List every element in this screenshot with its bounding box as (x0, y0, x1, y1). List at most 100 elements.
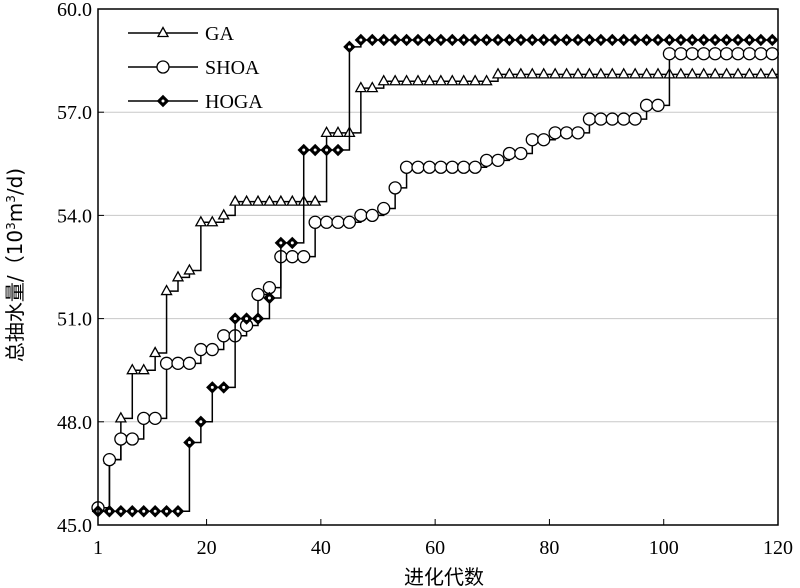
series-line-shoa (98, 52, 778, 509)
data-point-shoa (765, 47, 779, 61)
data-point-hoga-center (222, 385, 226, 389)
data-point-ga (549, 67, 562, 79)
data-point-shoa (559, 126, 574, 140)
data-point-shoa (479, 153, 494, 168)
data-point-hoga-center (416, 38, 420, 42)
data-point-ga (331, 126, 345, 137)
data-point-shoa (617, 112, 631, 126)
legend: GA SHOA HOGA (128, 23, 263, 113)
data-point-ga (354, 81, 367, 93)
series-line-ga (98, 73, 778, 509)
data-point-ga (183, 263, 196, 275)
data-point-shoa (114, 432, 128, 446)
series-ga (91, 67, 779, 512)
data-point-hoga-center (759, 38, 763, 42)
y-tick-label: 60.0 (57, 0, 92, 21)
y-axis-title-main: 总抽水量/（10 (3, 230, 27, 362)
data-point-ga (194, 215, 207, 227)
data-point-ga (606, 67, 619, 79)
data-point-hoga-center (107, 509, 111, 513)
data-point-ga (457, 74, 470, 86)
data-point-ga (400, 74, 413, 86)
data-point-shoa (388, 181, 402, 195)
data-point-hoga-center (370, 38, 374, 42)
data-point-ga (434, 74, 447, 86)
data-point-ga (731, 67, 745, 79)
data-point-hoga-center (210, 385, 214, 389)
data-point-shoa (639, 98, 654, 112)
data-point-shoa (468, 160, 482, 174)
data-point-hoga-center (576, 38, 580, 42)
data-point-shoa (491, 153, 505, 168)
data-point-ga (366, 81, 379, 93)
data-point-ga (160, 284, 173, 296)
data-point-ga (571, 67, 585, 79)
data-point-shoa (708, 47, 722, 61)
data-point-ga (651, 67, 665, 79)
data-point-ga (274, 194, 287, 206)
data-point-hoga-center (519, 38, 523, 42)
data-point-ga (503, 67, 516, 79)
data-point-hoga-center (542, 38, 546, 42)
data-point-shoa (605, 112, 619, 126)
data-point-ga (149, 346, 162, 358)
data-point-ga (537, 67, 550, 79)
data-point-hoga-center (267, 296, 271, 300)
data-point-shoa (171, 356, 185, 370)
data-point-ga (206, 215, 219, 227)
y-axis-title-sup1: 3 (4, 222, 18, 230)
data-point-ga (286, 194, 299, 206)
data-point-shoa (514, 146, 528, 161)
data-point-ga (491, 67, 505, 79)
data-point-ga (480, 74, 493, 86)
data-point-shoa (217, 329, 231, 343)
data-point-shoa (319, 215, 334, 229)
data-point-hoga-center (587, 38, 591, 42)
data-point-hoga-center (473, 38, 477, 42)
data-point-hoga-center (679, 38, 683, 42)
data-point-hoga-center (176, 509, 180, 513)
data-point-shoa (331, 215, 345, 229)
data-point-shoa (411, 160, 425, 174)
data-point-ga (583, 67, 596, 79)
data-point-shoa (102, 452, 117, 467)
series-hoga (91, 33, 779, 518)
data-point-hoga-center (302, 148, 306, 152)
data-point-shoa (125, 432, 139, 446)
data-point-hoga-center (725, 38, 729, 42)
data-point-ga (514, 67, 527, 79)
data-point-hoga-center (405, 38, 409, 42)
data-point-hoga-center (553, 38, 557, 42)
data-point-ga (617, 67, 630, 79)
data-point-ga (126, 363, 139, 375)
data-point-hoga-center (770, 38, 774, 42)
data-point-hoga-center (645, 38, 649, 42)
data-point-hoga-center (336, 148, 340, 152)
legend-marker (156, 60, 170, 74)
data-point-shoa (182, 356, 197, 370)
data-point-hoga-center (279, 241, 283, 245)
legend-item-ga: GA (128, 23, 234, 45)
data-point-shoa (159, 356, 174, 370)
data-point-ga (720, 67, 733, 79)
data-point-ga (640, 67, 653, 79)
data-point-ga (423, 74, 436, 86)
data-point-shoa (377, 201, 391, 216)
data-point-hoga-center (382, 38, 386, 42)
legend-item-shoa: SHOA (128, 57, 260, 79)
data-point-hoga-center (130, 509, 134, 513)
data-point-shoa (285, 250, 299, 264)
data-point-hoga-center (713, 38, 717, 42)
data-point-ga (697, 67, 710, 79)
data-point-ga (743, 67, 756, 79)
data-point-shoa (354, 208, 368, 223)
data-point-hoga-center (656, 38, 660, 42)
data-point-hoga-center (485, 38, 489, 42)
legend-marker (156, 26, 170, 38)
data-point-hoga-center (599, 38, 603, 42)
data-point-ga (377, 74, 390, 86)
data-point-hoga-center (462, 38, 466, 42)
data-point-shoa (742, 47, 757, 61)
y-tick-label: 57.0 (57, 102, 92, 124)
